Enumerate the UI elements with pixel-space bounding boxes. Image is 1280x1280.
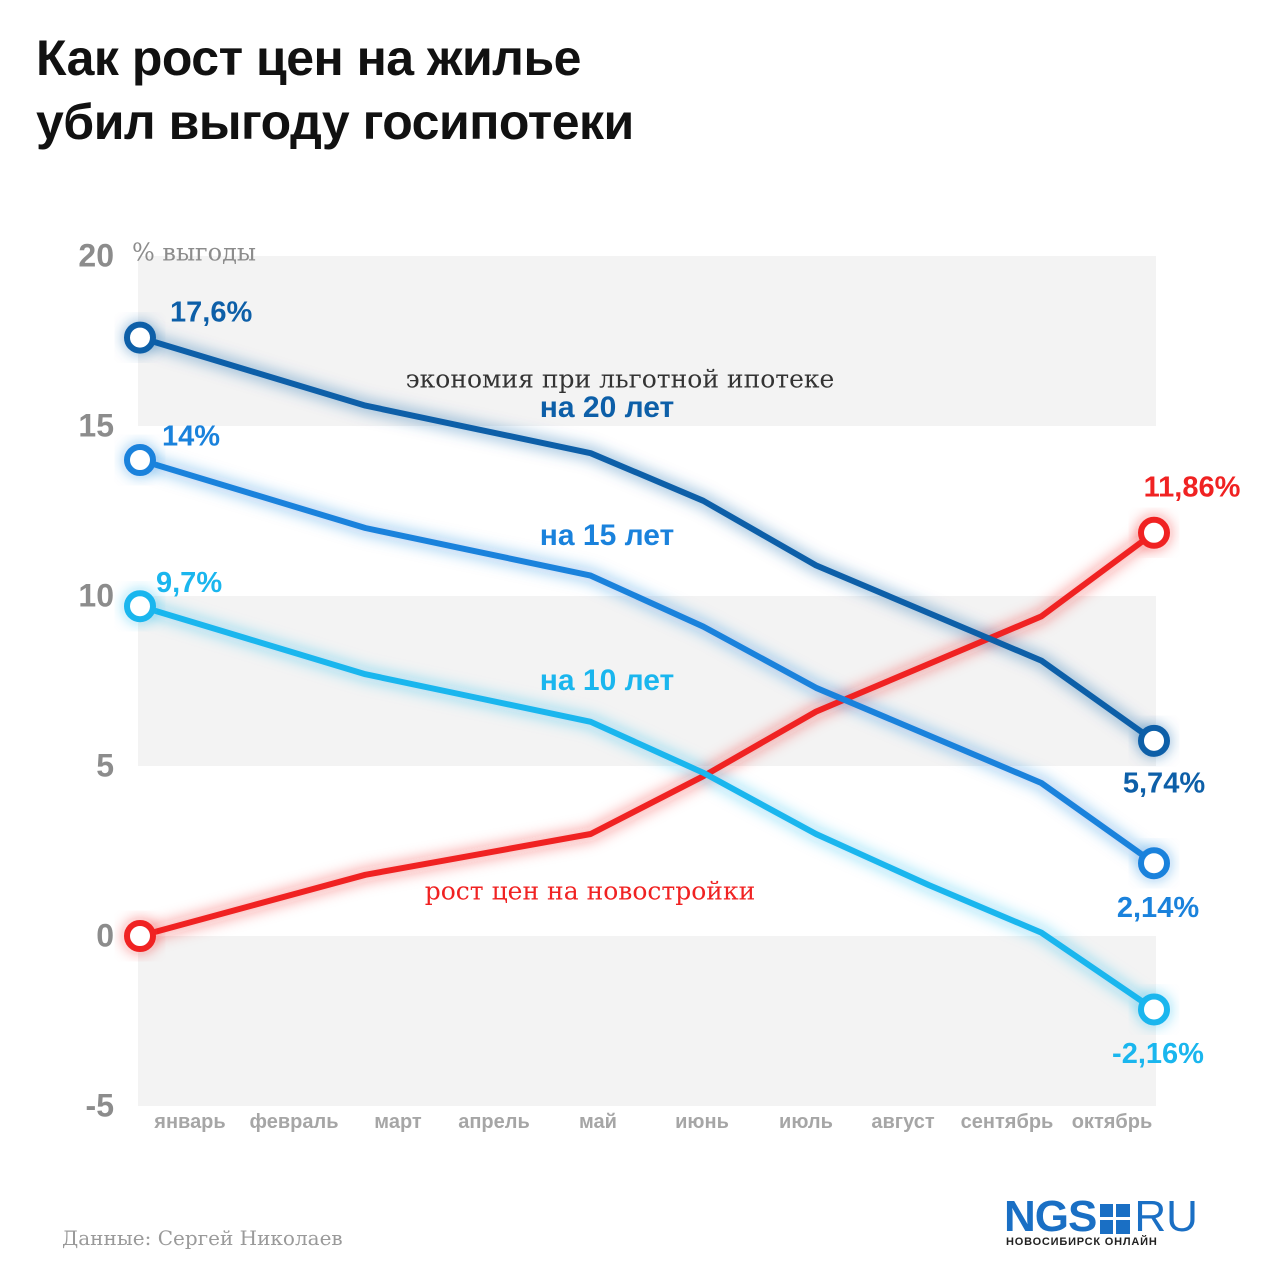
series-labels: экономия при льготной ипотеке рост цен на… [406, 365, 835, 906]
series-name-y15: на 15 лет [540, 519, 675, 552]
x-tick-label: сентябрь [961, 1111, 1054, 1133]
data-point-marker [124, 321, 156, 354]
ngs-logo[interactable]: NGS RU НОВОСИБИРСК ОНЛАЙН [1004, 1192, 1244, 1252]
endpoint-markers [122, 319, 1172, 1028]
grid-band [138, 256, 1156, 426]
grid-band [138, 936, 1156, 1106]
x-tick-label: август [871, 1111, 934, 1133]
x-tick-label: май [579, 1111, 617, 1133]
x-tick-label: январь [153, 1111, 225, 1133]
x-axis: январь февраль март апрель май июнь июль август… [153, 1111, 1152, 1133]
title-line-2: убил выгоду госипотеки [36, 94, 634, 150]
value-label-start-y10: 9,7% [156, 567, 222, 599]
value-label-start-y15: 14% [162, 421, 220, 453]
x-tick-label: апрель [458, 1111, 530, 1133]
x-tick-label: октябрь [1072, 1111, 1153, 1133]
value-label-end-y10: -2,16% [1112, 1038, 1204, 1070]
series-line-y10 [137, 603, 1157, 1013]
y-axis: 20 15 10 5 0 -5 % выгоды [78, 237, 256, 1123]
series-line-y15 [137, 457, 1157, 867]
logo-subtitle: НОВОСИБИРСК ОНЛАЙН [1006, 1236, 1158, 1248]
y-tick-label: 15 [78, 407, 114, 443]
series-line-y20 [137, 334, 1157, 744]
y-tick-label: 10 [78, 577, 114, 613]
data-point-marker [1138, 724, 1170, 757]
y-tick-label: -5 [86, 1087, 114, 1123]
value-label-end-y20: 5,74% [1123, 767, 1205, 799]
logo-ngs-text: NGS [1004, 1192, 1097, 1241]
data-point-marker [124, 590, 156, 623]
x-tick-label: март [374, 1111, 422, 1133]
series-name-price: рост цен на новостройки [425, 877, 756, 906]
data-point-marker [124, 444, 156, 476]
series-line-price [137, 529, 1157, 939]
value-label-end-price: 11,86% [1144, 471, 1241, 503]
y-tick-label: 0 [96, 917, 114, 953]
logo-square-icon [1100, 1204, 1131, 1234]
data-point-marker [1138, 516, 1170, 549]
title-line-1: Как рост цен на жилье [36, 30, 582, 86]
series-name-y20: на 20 лет [540, 391, 675, 424]
data-point-marker [1138, 847, 1170, 880]
value-label-start-y20: 17,6% [170, 296, 252, 328]
x-tick-label: июль [779, 1111, 833, 1133]
data-point-marker [1138, 993, 1170, 1026]
y-tick-label: 20 [78, 237, 114, 273]
x-tick-label: февраль [250, 1111, 339, 1133]
chart-title: Как рост цен на жилье убил выгоду госипо… [36, 26, 1036, 154]
annotation-label: экономия при льготной ипотеке [406, 365, 835, 394]
series-name-y10: на 10 лет [540, 664, 675, 697]
value-labels: 11,86% 9,7% -2,16% 14% 2,14% 17,6% 5,74% [156, 296, 1241, 1070]
x-tick-label: июнь [675, 1111, 729, 1133]
grid-band [138, 596, 1156, 766]
data-point-marker [124, 920, 156, 952]
grid-bands [138, 256, 1156, 1106]
value-label-end-y15: 2,14% [1117, 892, 1199, 924]
logo-ru-text: RU [1134, 1192, 1198, 1241]
logo-wordmark: NGS RU [1004, 1192, 1198, 1241]
y-axis-label: % выгоды [132, 239, 256, 267]
series-lines [137, 334, 1157, 1013]
data-source: Данные: Сергей Николаев [62, 1226, 343, 1250]
y-tick-label: 5 [96, 747, 114, 783]
